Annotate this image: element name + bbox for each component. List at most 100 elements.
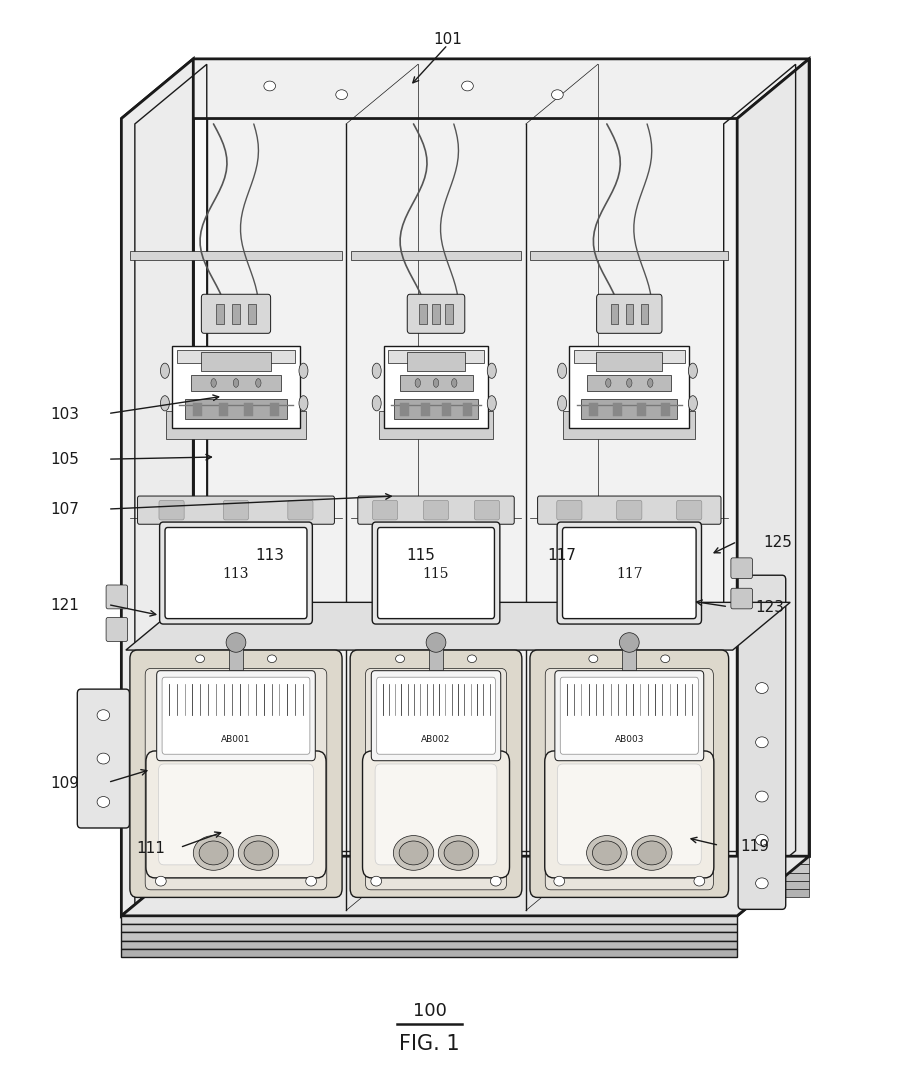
Bar [172, 347, 300, 428]
Ellipse shape [439, 836, 478, 870]
Ellipse shape [451, 379, 457, 388]
Ellipse shape [606, 379, 611, 388]
Bar [400, 403, 409, 416]
FancyBboxPatch shape [597, 295, 662, 334]
Bar [228, 643, 243, 670]
Ellipse shape [627, 379, 632, 388]
Text: AB001: AB001 [221, 734, 251, 743]
FancyBboxPatch shape [731, 558, 752, 579]
Ellipse shape [755, 878, 768, 889]
Bar [384, 347, 488, 428]
Bar [399, 375, 473, 391]
Bar [218, 403, 227, 416]
Text: AB002: AB002 [422, 734, 450, 743]
Text: 121: 121 [50, 597, 79, 612]
Ellipse shape [160, 396, 169, 412]
Ellipse shape [586, 836, 627, 870]
Bar [191, 375, 280, 391]
Text: AB003: AB003 [615, 734, 644, 743]
Ellipse shape [160, 364, 169, 379]
Ellipse shape [694, 876, 705, 887]
Ellipse shape [491, 876, 502, 887]
FancyBboxPatch shape [545, 751, 714, 878]
FancyBboxPatch shape [556, 501, 582, 520]
Bar [564, 412, 695, 439]
Ellipse shape [370, 876, 381, 887]
Polygon shape [121, 865, 193, 932]
Ellipse shape [336, 90, 347, 101]
Ellipse shape [589, 655, 598, 662]
FancyBboxPatch shape [375, 764, 497, 865]
Text: 115: 115 [423, 567, 450, 580]
Polygon shape [121, 881, 193, 948]
FancyBboxPatch shape [530, 650, 728, 898]
Polygon shape [121, 873, 193, 941]
Ellipse shape [426, 633, 446, 653]
Ellipse shape [755, 683, 768, 694]
FancyBboxPatch shape [677, 501, 702, 520]
Ellipse shape [415, 379, 421, 388]
FancyBboxPatch shape [201, 295, 271, 334]
Ellipse shape [393, 836, 433, 870]
Ellipse shape [234, 379, 239, 388]
Ellipse shape [631, 836, 672, 870]
Ellipse shape [689, 396, 698, 412]
Bar [395, 400, 477, 420]
FancyBboxPatch shape [162, 678, 310, 754]
FancyBboxPatch shape [362, 751, 510, 878]
Ellipse shape [637, 841, 666, 865]
Ellipse shape [372, 364, 381, 379]
Text: 113: 113 [255, 547, 284, 563]
Bar [378, 412, 494, 439]
Text: 123: 123 [755, 599, 784, 615]
FancyBboxPatch shape [423, 501, 449, 520]
FancyBboxPatch shape [475, 501, 500, 520]
Ellipse shape [372, 396, 381, 412]
Polygon shape [121, 889, 193, 957]
Ellipse shape [689, 364, 698, 379]
Bar [130, 251, 342, 260]
Ellipse shape [211, 379, 217, 388]
Ellipse shape [433, 379, 439, 388]
Bar [185, 400, 287, 420]
FancyBboxPatch shape [138, 496, 334, 525]
Polygon shape [207, 67, 796, 852]
Ellipse shape [97, 710, 110, 721]
Ellipse shape [196, 655, 205, 662]
Ellipse shape [200, 841, 228, 865]
FancyBboxPatch shape [156, 671, 316, 761]
Bar [636, 403, 645, 416]
FancyBboxPatch shape [106, 618, 128, 642]
Ellipse shape [755, 835, 768, 846]
FancyBboxPatch shape [351, 650, 521, 898]
Bar [270, 403, 279, 416]
Bar [165, 412, 307, 439]
Ellipse shape [619, 633, 639, 653]
Ellipse shape [592, 841, 621, 865]
Bar [200, 352, 271, 372]
Bar [582, 400, 677, 420]
Bar [610, 305, 618, 324]
FancyBboxPatch shape [106, 585, 128, 609]
Bar [442, 403, 451, 416]
Polygon shape [121, 948, 737, 957]
FancyBboxPatch shape [77, 689, 129, 828]
FancyBboxPatch shape [557, 764, 701, 865]
Ellipse shape [467, 655, 476, 662]
Bar [661, 403, 670, 416]
Ellipse shape [97, 797, 110, 808]
Bar [245, 403, 254, 416]
Polygon shape [193, 873, 809, 881]
FancyBboxPatch shape [407, 295, 465, 334]
Text: 113: 113 [223, 567, 249, 580]
Bar [248, 305, 255, 324]
FancyBboxPatch shape [223, 501, 248, 520]
Bar [217, 305, 224, 324]
FancyBboxPatch shape [555, 671, 704, 761]
Ellipse shape [299, 396, 308, 412]
Bar [193, 403, 202, 416]
FancyBboxPatch shape [159, 501, 184, 520]
FancyBboxPatch shape [538, 496, 721, 525]
Bar [351, 251, 521, 260]
Polygon shape [193, 881, 809, 889]
